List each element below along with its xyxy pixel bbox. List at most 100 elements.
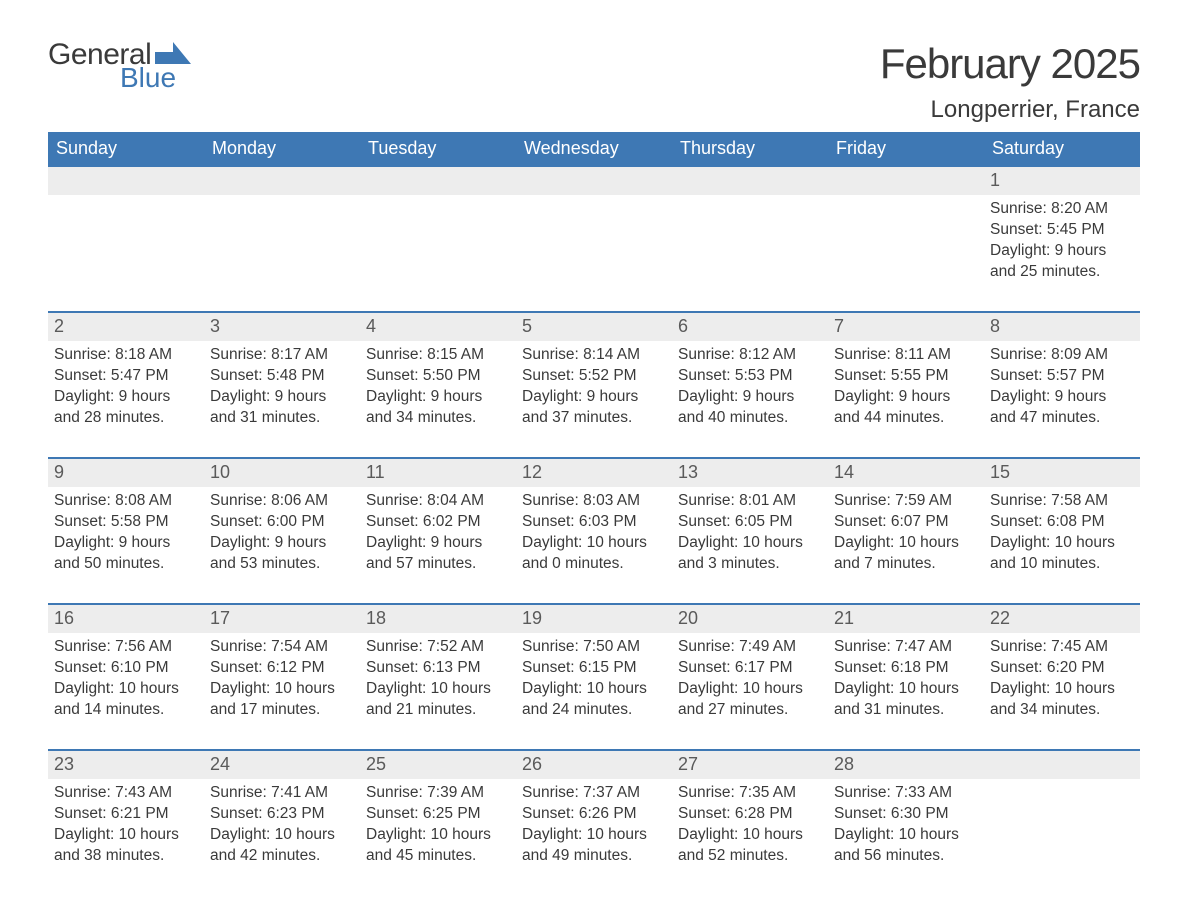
sunset-line: Sunset: 5:55 PM <box>834 366 978 387</box>
day-number: 14 <box>828 459 984 487</box>
sunrise-line: Sunrise: 7:41 AM <box>210 783 354 804</box>
day-cell: Sunrise: 7:39 AMSunset: 6:25 PMDaylight:… <box>360 779 516 877</box>
sunset-line: Sunset: 6:17 PM <box>678 658 822 679</box>
sunrise-line: Sunrise: 7:59 AM <box>834 491 978 512</box>
location-label: Longperrier, France <box>880 96 1140 124</box>
sunrise-line: Sunrise: 7:45 AM <box>990 637 1134 658</box>
sunset-line: Sunset: 6:20 PM <box>990 658 1134 679</box>
weeks-container: 1Sunrise: 8:20 AMSunset: 5:45 PMDaylight… <box>48 165 1140 877</box>
day-cell: Sunrise: 8:20 AMSunset: 5:45 PMDaylight:… <box>984 195 1140 293</box>
daylight-line: Daylight: 9 hours and 34 minutes. <box>366 387 510 429</box>
daylight-line: Daylight: 10 hours and 3 minutes. <box>678 533 822 575</box>
calendar: Sunday Monday Tuesday Wednesday Thursday… <box>48 132 1140 877</box>
sunset-line: Sunset: 6:05 PM <box>678 512 822 533</box>
day-number: 19 <box>516 605 672 633</box>
day-number: 7 <box>828 313 984 341</box>
day-cell: Sunrise: 7:41 AMSunset: 6:23 PMDaylight:… <box>204 779 360 877</box>
sunset-line: Sunset: 5:57 PM <box>990 366 1134 387</box>
week-body: Sunrise: 8:20 AMSunset: 5:45 PMDaylight:… <box>48 195 1140 293</box>
day-cell: Sunrise: 8:06 AMSunset: 6:00 PMDaylight:… <box>204 487 360 585</box>
day-cell: Sunrise: 8:14 AMSunset: 5:52 PMDaylight:… <box>516 341 672 439</box>
calendar-week: 9101112131415Sunrise: 8:08 AMSunset: 5:5… <box>48 457 1140 585</box>
daylight-line: Daylight: 9 hours and 44 minutes. <box>834 387 978 429</box>
day-cell: Sunrise: 8:17 AMSunset: 5:48 PMDaylight:… <box>204 341 360 439</box>
logo: General Blue <box>48 40 191 92</box>
daylight-line: Daylight: 10 hours and 14 minutes. <box>54 679 198 721</box>
sunrise-line: Sunrise: 7:35 AM <box>678 783 822 804</box>
daylight-line: Daylight: 10 hours and 56 minutes. <box>834 825 978 867</box>
day-cell: Sunrise: 8:04 AMSunset: 6:02 PMDaylight:… <box>360 487 516 585</box>
day-number: 12 <box>516 459 672 487</box>
sunrise-line: Sunrise: 8:06 AM <box>210 491 354 512</box>
day-cell: Sunrise: 7:52 AMSunset: 6:13 PMDaylight:… <box>360 633 516 731</box>
day-cell: Sunrise: 7:50 AMSunset: 6:15 PMDaylight:… <box>516 633 672 731</box>
day-cell: Sunrise: 7:45 AMSunset: 6:20 PMDaylight:… <box>984 633 1140 731</box>
sunset-line: Sunset: 6:25 PM <box>366 804 510 825</box>
daylight-line: Daylight: 10 hours and 24 minutes. <box>522 679 666 721</box>
sunset-line: Sunset: 6:30 PM <box>834 804 978 825</box>
calendar-week: 16171819202122Sunrise: 7:56 AMSunset: 6:… <box>48 603 1140 731</box>
sunrise-line: Sunrise: 7:37 AM <box>522 783 666 804</box>
daylight-line: Daylight: 10 hours and 0 minutes. <box>522 533 666 575</box>
day-cell: Sunrise: 8:15 AMSunset: 5:50 PMDaylight:… <box>360 341 516 439</box>
day-number: 11 <box>360 459 516 487</box>
sunset-line: Sunset: 6:08 PM <box>990 512 1134 533</box>
sunset-line: Sunset: 6:23 PM <box>210 804 354 825</box>
week-body: Sunrise: 7:56 AMSunset: 6:10 PMDaylight:… <box>48 633 1140 731</box>
day-cell: Sunrise: 8:12 AMSunset: 5:53 PMDaylight:… <box>672 341 828 439</box>
calendar-week: 2345678Sunrise: 8:18 AMSunset: 5:47 PMDa… <box>48 311 1140 439</box>
sunset-line: Sunset: 5:45 PM <box>990 220 1134 241</box>
day-number: 6 <box>672 313 828 341</box>
daynum-band: 16171819202122 <box>48 603 1140 633</box>
dow-wednesday: Wednesday <box>516 132 672 165</box>
sunrise-line: Sunrise: 7:39 AM <box>366 783 510 804</box>
sunrise-line: Sunrise: 7:58 AM <box>990 491 1134 512</box>
day-cell: Sunrise: 7:43 AMSunset: 6:21 PMDaylight:… <box>48 779 204 877</box>
title-block: February 2025 Longperrier, France <box>880 40 1140 124</box>
sunset-line: Sunset: 6:28 PM <box>678 804 822 825</box>
header: General Blue February 2025 Longperrier, … <box>48 40 1140 124</box>
day-number: 21 <box>828 605 984 633</box>
daylight-line: Daylight: 9 hours and 28 minutes. <box>54 387 198 429</box>
day-cell: Sunrise: 8:11 AMSunset: 5:55 PMDaylight:… <box>828 341 984 439</box>
day-cell: Sunrise: 7:33 AMSunset: 6:30 PMDaylight:… <box>828 779 984 877</box>
week-body: Sunrise: 8:18 AMSunset: 5:47 PMDaylight:… <box>48 341 1140 439</box>
daylight-line: Daylight: 10 hours and 49 minutes. <box>522 825 666 867</box>
day-number: 28 <box>828 751 984 779</box>
day-number: 20 <box>672 605 828 633</box>
day-cell: Sunrise: 7:54 AMSunset: 6:12 PMDaylight:… <box>204 633 360 731</box>
day-cell <box>672 195 828 293</box>
day-number <box>48 167 204 195</box>
daylight-line: Daylight: 9 hours and 50 minutes. <box>54 533 198 575</box>
daylight-line: Daylight: 9 hours and 40 minutes. <box>678 387 822 429</box>
dow-friday: Friday <box>828 132 984 165</box>
sunrise-line: Sunrise: 8:01 AM <box>678 491 822 512</box>
daylight-line: Daylight: 10 hours and 45 minutes. <box>366 825 510 867</box>
day-cell: Sunrise: 7:35 AMSunset: 6:28 PMDaylight:… <box>672 779 828 877</box>
dow-saturday: Saturday <box>984 132 1140 165</box>
day-cell: Sunrise: 7:58 AMSunset: 6:08 PMDaylight:… <box>984 487 1140 585</box>
sunrise-line: Sunrise: 7:54 AM <box>210 637 354 658</box>
day-number: 24 <box>204 751 360 779</box>
day-number: 15 <box>984 459 1140 487</box>
sunset-line: Sunset: 6:02 PM <box>366 512 510 533</box>
day-cell <box>516 195 672 293</box>
day-number: 22 <box>984 605 1140 633</box>
logo-text-blue: Blue <box>120 64 191 92</box>
sunrise-line: Sunrise: 7:43 AM <box>54 783 198 804</box>
day-number <box>828 167 984 195</box>
daylight-line: Daylight: 9 hours and 31 minutes. <box>210 387 354 429</box>
sunrise-line: Sunrise: 7:52 AM <box>366 637 510 658</box>
day-number: 5 <box>516 313 672 341</box>
daylight-line: Daylight: 10 hours and 38 minutes. <box>54 825 198 867</box>
day-cell: Sunrise: 8:08 AMSunset: 5:58 PMDaylight:… <box>48 487 204 585</box>
sunset-line: Sunset: 6:21 PM <box>54 804 198 825</box>
sunset-line: Sunset: 6:13 PM <box>366 658 510 679</box>
sunset-line: Sunset: 5:53 PM <box>678 366 822 387</box>
sunset-line: Sunset: 6:15 PM <box>522 658 666 679</box>
sunset-line: Sunset: 5:50 PM <box>366 366 510 387</box>
day-cell: Sunrise: 7:37 AMSunset: 6:26 PMDaylight:… <box>516 779 672 877</box>
day-number: 13 <box>672 459 828 487</box>
sunset-line: Sunset: 6:03 PM <box>522 512 666 533</box>
day-number: 3 <box>204 313 360 341</box>
